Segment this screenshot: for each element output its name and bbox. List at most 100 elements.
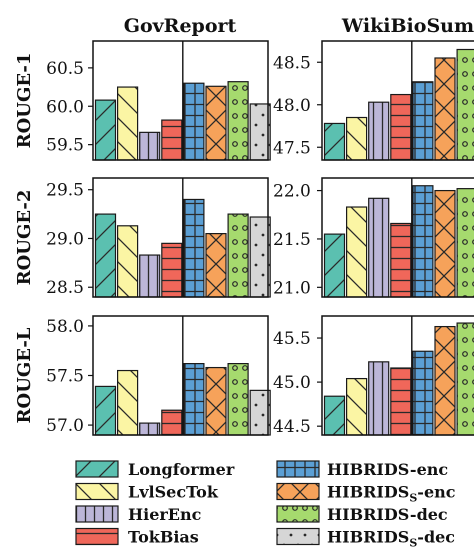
bar-hibrids-s-enc [205,366,227,436]
y-tick-label: 21.5 [273,230,311,250]
bar-hibrids-s-dec [249,216,271,298]
y-tick-label: 29.5 [46,181,84,201]
column-title-govreport: GovReport [124,15,237,37]
panel-frame [321,40,474,161]
row-label-rouge-l: ROUGE-L [14,327,35,423]
bar-tokbias [161,119,183,161]
y-tick-label: 29.0 [46,229,84,249]
bar-hibrids-s-enc [205,85,227,161]
legend-swatch [75,527,119,546]
bar-longformer [94,385,117,436]
bar-tokbias [390,367,412,436]
bar-lvlsectok [346,116,368,161]
bar-hierenc [368,197,390,298]
y-tick-label: 44.5 [273,417,311,437]
y-tick-label: 59.5 [46,136,84,156]
legend-item-hierenc: HierEnc [75,505,202,524]
legend-swatch [75,482,119,501]
y-tick-label: 57.0 [46,416,84,436]
y-tick-label: 60.0 [46,97,84,117]
bar-hibrids-dec [227,213,249,298]
row-label-rouge-1: ROUGE-1 [14,53,35,149]
legend-swatch [276,527,320,546]
legend-label: HIBRIDSS-enc [327,483,456,505]
y-tick-label: 48.5 [273,53,311,73]
bar-hibrids-enc [183,82,205,161]
bar-hibrids-enc [183,363,205,436]
bar-lvlsectok [116,369,139,436]
bar-tokbias [161,409,183,436]
legend-item-longformer: Longformer [75,460,235,479]
y-tick-label: 45.0 [273,373,311,393]
legend-item-hibrids-dec: HIBRIDS-dec [276,505,448,524]
legend-label: HierEnc [128,505,202,524]
legend-swatch [276,505,320,523]
bar-hibrids-dec [227,81,249,161]
panel-rouge-1-wikibiosum: 47.5 48.0 48.5 [273,40,474,161]
panel-frame [92,177,269,298]
bar-hibrids-s-dec [249,103,271,161]
bar-lvlsectok [116,86,139,161]
bar-lvlsectok [346,377,368,436]
legend-label: Longformer [128,460,235,479]
panel-frame [321,315,474,436]
bar-hibrids-s-enc [434,325,456,436]
bar-hierenc [368,101,390,161]
bar-hierenc [139,254,161,298]
legend-label: LvlSecTok [128,483,219,502]
column-title-wikibiosum: WikiBioSum [341,15,474,37]
panel-frame [92,40,269,161]
y-tick-label: 28.5 [46,278,84,298]
bar-hierenc [139,131,161,161]
y-tick-label: 57.5 [46,367,84,387]
bar-tokbias [161,242,183,298]
panel-rouge-2-wikibiosum: 21.0 21.5 22.0 [273,177,474,298]
legend-label: TokBias [128,528,199,547]
y-tick-label: 22.0 [273,182,311,202]
bar-lvlsectok [116,225,139,298]
bar-hibrids-enc [412,185,434,298]
legend-item-lvlsectok: LvlSecTok [75,482,219,502]
panel-rouge-l-govreport: 57.0 57.5 58.0 [46,315,271,436]
bar-longformer [323,233,346,298]
y-tick-label: 21.0 [273,278,311,298]
y-tick-label: 48.0 [273,96,311,116]
panel-frame [321,177,474,298]
bar-hibrids-dec [456,322,474,436]
bar-longformer [94,213,117,298]
bar-hibrids-s-enc [205,232,227,298]
panel-rouge-1-govreport: 59.5 60.0 60.5 [46,40,271,161]
legend-swatch [276,482,320,501]
bar-longformer [323,122,346,161]
y-tick-label: 47.5 [273,138,311,158]
bar-lvlsectok [346,206,368,298]
y-tick-label: 45.5 [273,329,311,349]
bar-hibrids-s-enc [434,189,456,298]
bar-hierenc [139,422,161,436]
bar-hibrids-s-dec [249,389,271,436]
legend-item-hibrids-enc: HIBRIDS-enc [276,460,448,479]
panel-rouge-l-wikibiosum: 44.5 45.0 45.5 [273,315,474,437]
legend-label: HIBRIDS-dec [327,505,448,524]
bar-hierenc [368,361,390,436]
bar-hibrids-enc [183,198,205,298]
bar-hibrids-dec [456,48,474,161]
row-label-rouge-2: ROUGE-2 [14,190,35,286]
legend-item-hibrids-s-dec: HIBRIDSS-dec [276,527,455,550]
bar-tokbias [390,222,412,298]
legend-swatch [75,460,119,478]
y-tick-label: 60.5 [46,59,84,79]
bar-hibrids-enc [412,81,434,161]
bar-hibrids-s-enc [434,57,456,161]
legend-label: HIBRIDSS-dec [327,528,455,550]
legend-swatch [276,460,320,478]
bar-hibrids-dec [227,363,249,436]
legend-item-hibrids-s-enc: HIBRIDSS-enc [276,482,456,505]
y-tick-label: 58.0 [46,317,84,337]
bar-hibrids-enc [412,350,434,436]
legend-item-tokbias: TokBias [75,527,199,547]
bar-hibrids-dec [456,188,474,298]
legend-swatch [75,505,119,523]
panel-rouge-2-govreport: 28.5 29.0 29.5 [46,177,271,298]
